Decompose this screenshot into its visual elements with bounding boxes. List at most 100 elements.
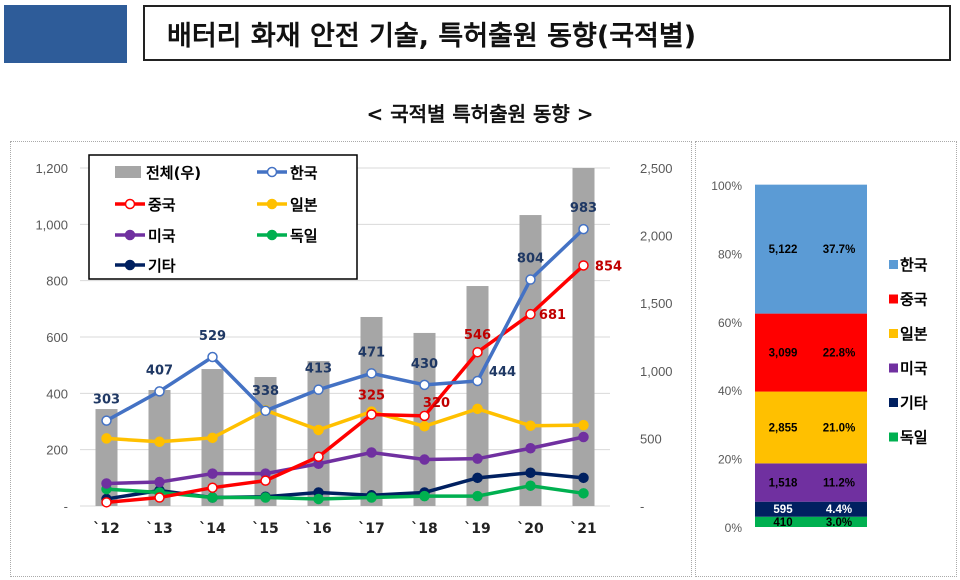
legend-label: 중국	[900, 291, 928, 309]
data-label: 303	[93, 393, 120, 408]
data-label: 407	[146, 363, 173, 378]
legend-swatch	[889, 432, 898, 442]
y-tick: 40%	[718, 384, 742, 398]
y-tick: 60%	[718, 316, 742, 330]
legend-label: 중국	[148, 196, 176, 214]
data-point	[419, 421, 430, 432]
data-point	[366, 492, 377, 503]
legend-swatch	[889, 363, 898, 373]
segment-count: 1,518	[769, 478, 798, 490]
y-right-tick: 2,500	[640, 161, 673, 176]
data-point	[313, 424, 324, 436]
data-point	[578, 419, 589, 431]
segment-count: 3,099	[769, 348, 798, 360]
series-line	[105, 227, 585, 423]
data-point	[366, 409, 377, 420]
legend-swatch	[889, 260, 898, 269]
data-point	[472, 472, 483, 484]
data-point	[260, 475, 271, 486]
segment-count: 5,122	[769, 244, 798, 256]
y-tick: 80%	[718, 247, 742, 261]
total-bar	[148, 389, 171, 506]
x-tick: `20	[517, 521, 544, 537]
data-point	[419, 410, 430, 422]
page-title-text: 배터리 화재 안전 기술, 특허출원 동향(국적별)	[167, 20, 697, 52]
data-point	[578, 260, 589, 271]
x-tick: `15	[252, 521, 278, 537]
data-label: 430	[411, 357, 438, 372]
data-point	[419, 454, 430, 465]
data-point	[419, 379, 430, 391]
legend-label: 한국	[290, 164, 318, 182]
segment-독일	[755, 516, 867, 527]
segment-한국	[755, 184, 867, 314]
y-left-tick: 200	[46, 443, 68, 458]
data-point	[207, 482, 218, 493]
data-point	[578, 488, 589, 499]
x-tick: `17	[358, 521, 384, 537]
legend-swatch	[115, 166, 141, 178]
legend-label: 기타	[900, 394, 928, 412]
segment-미국	[755, 463, 867, 502]
data-point	[260, 492, 271, 503]
data-point	[525, 420, 536, 431]
x-tick: `12	[93, 521, 119, 537]
data-point	[260, 405, 271, 417]
data-point	[472, 403, 483, 415]
legend-marker	[124, 198, 136, 210]
x-tick: `19	[464, 521, 490, 537]
legend-marker	[124, 229, 136, 241]
data-point	[525, 274, 536, 285]
segment-일본	[755, 391, 867, 464]
y-tick: 20%	[718, 453, 742, 467]
data-point	[525, 467, 536, 479]
data-point	[366, 368, 377, 379]
legend-label: 미국	[148, 227, 176, 245]
segment-pct: 37.7%	[823, 244, 856, 256]
y-left-tick: 1,000	[35, 217, 68, 232]
data-point	[101, 433, 112, 444]
data-point	[154, 386, 165, 397]
data-point	[207, 492, 218, 503]
y-tick: 0%	[725, 521, 743, 535]
legend-label: 기타	[148, 257, 176, 275]
legend-swatch	[889, 294, 898, 304]
data-point	[525, 443, 536, 454]
segment-count: 595	[773, 504, 793, 516]
legend-label: 전체(우)	[146, 164, 201, 182]
y-left-tick: 1,200	[35, 161, 68, 176]
legend-label: 독일	[290, 227, 318, 245]
segment-pct: 22.8%	[823, 348, 856, 360]
legend-marker	[266, 229, 278, 241]
data-point	[154, 436, 165, 448]
legend-label: 일본	[290, 196, 318, 214]
y-right-tick: 500	[640, 431, 662, 446]
data-point	[207, 432, 218, 444]
legend-marker	[266, 198, 278, 210]
y-left-tick: -	[64, 499, 68, 514]
y-right-tick: 1,000	[640, 364, 673, 379]
y-right-tick: 2,000	[640, 229, 673, 244]
legend-label: 일본	[900, 325, 928, 343]
data-label: 854	[595, 259, 622, 274]
data-point	[578, 431, 589, 443]
y-left-tick: 400	[46, 386, 68, 401]
series-line	[106, 406, 584, 444]
data-point	[525, 480, 536, 491]
legend-marker	[124, 259, 136, 271]
data-label: 338	[252, 384, 279, 399]
data-point	[207, 468, 218, 479]
data-label: 804	[517, 252, 544, 267]
segment-pct: 21.0%	[823, 422, 856, 434]
data-label: 444	[489, 365, 516, 380]
data-label: 983	[570, 201, 597, 216]
data-label: 471	[358, 345, 385, 360]
header-accent-block	[4, 5, 127, 63]
legend-label: 미국	[900, 360, 928, 378]
data-point	[313, 384, 324, 395]
segment-pct: 11.2%	[823, 478, 855, 490]
segment-기타	[755, 501, 867, 517]
data-point	[578, 223, 589, 235]
total-bar	[572, 168, 595, 506]
